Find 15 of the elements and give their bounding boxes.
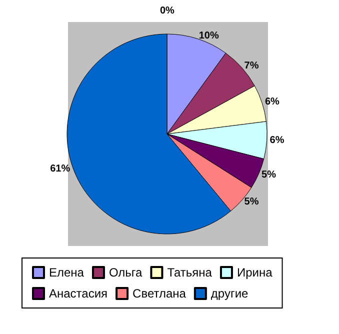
legend-label: Елена (49, 266, 84, 280)
data-label: 6% (270, 134, 284, 146)
legend-label: Ольга (108, 266, 143, 280)
legend-label: Анастасия (49, 286, 108, 300)
data-label: 5% (244, 196, 259, 208)
data-label: 10% (198, 30, 219, 42)
data-label: 61% (50, 163, 70, 174)
text: 0% (160, 6, 175, 16)
data-label: 7% (244, 60, 259, 72)
data-label: 6% (264, 96, 280, 108)
legend-label: Ирина (236, 266, 273, 280)
legend-label: другие (210, 286, 249, 300)
data-label: 5% (262, 169, 276, 180)
legend-label: Светлана (132, 286, 186, 300)
legend-label: Татьяна (167, 266, 212, 280)
